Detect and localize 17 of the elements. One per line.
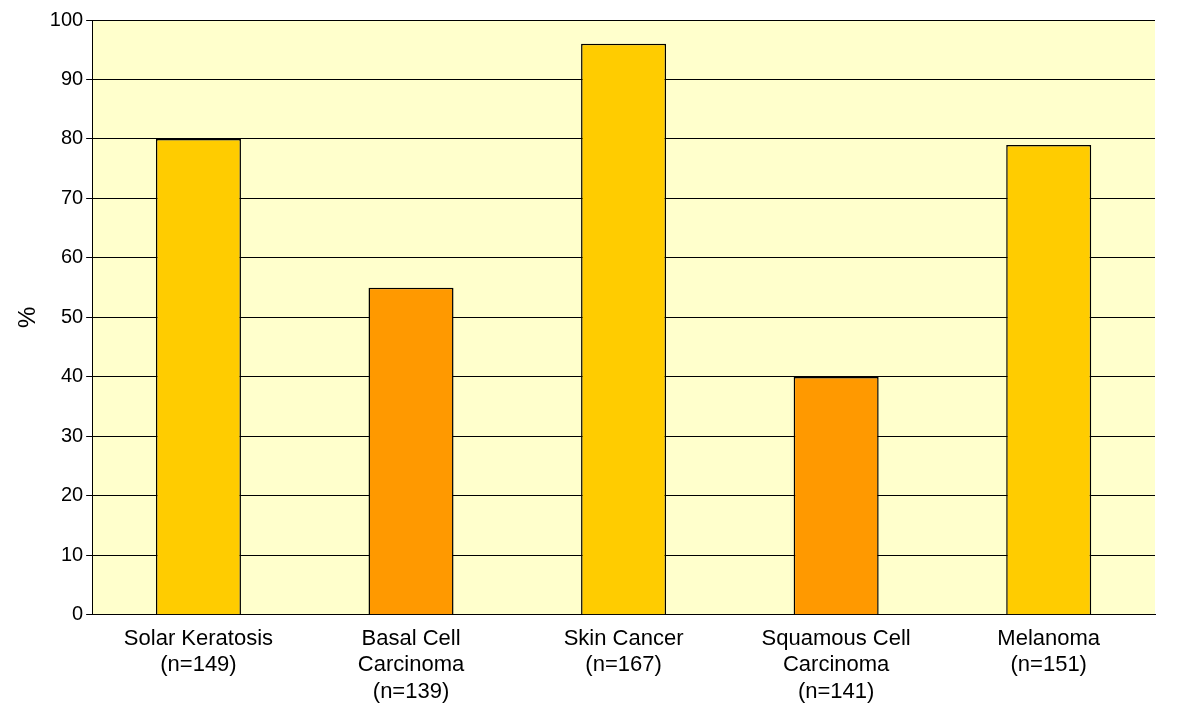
x-tick-label: Solar Keratosis (n=149) [123,625,274,677]
y-tick-label: 10 [60,542,84,565]
y-axis-title: % [13,306,41,329]
x-tick-label: Basal Cell Carcinoma (n=139) [357,625,465,703]
y-tick-label: 60 [60,245,84,268]
y-tick-label: 30 [60,423,84,446]
y-tick-label: 0 [72,602,84,625]
x-tick-label: Melanoma (n=151) [997,625,1101,677]
y-tick-label: 70 [60,185,84,208]
y-tick-label: 80 [60,126,84,149]
x-tick-label: Squamous Cell Carcinoma (n=141) [761,625,911,703]
y-tick-label: 40 [60,364,84,387]
x-tick-label: Skin Cancer (n=167) [563,625,684,677]
y-tick-label: 20 [60,483,84,506]
y-tick-label: 100 [49,7,84,30]
y-tick-label: 50 [60,304,84,327]
y-tick-label: 90 [60,67,84,89]
